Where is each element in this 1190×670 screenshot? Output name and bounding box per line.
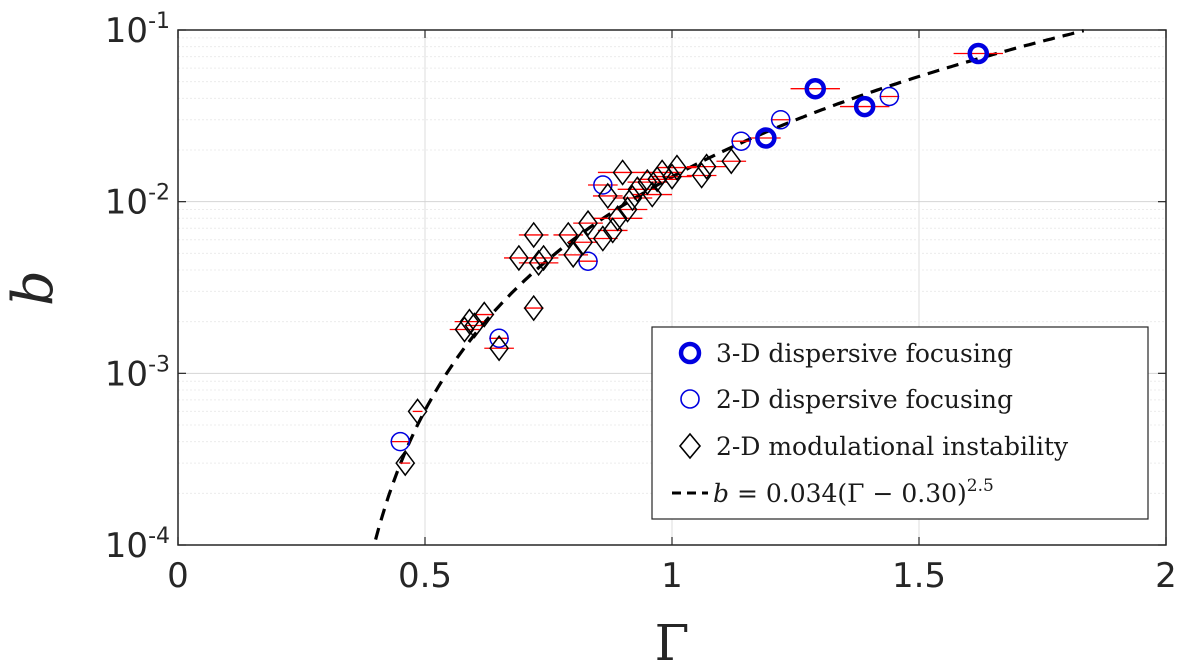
x-tick-label: 2 bbox=[1155, 556, 1177, 596]
circle-point bbox=[489, 328, 509, 349]
circle-point bbox=[879, 86, 900, 107]
series-3 bbox=[395, 147, 742, 477]
diamond-point bbox=[407, 398, 428, 425]
series-2 bbox=[390, 86, 900, 452]
legend-label-2d-focusing: 2-D dispersive focusing bbox=[716, 385, 1013, 414]
circle-point bbox=[770, 110, 791, 130]
fit-curve bbox=[374, 29, 1085, 541]
diamond-point bbox=[617, 196, 638, 223]
diamond-point bbox=[459, 308, 480, 335]
diamond-point bbox=[563, 241, 584, 269]
series-1 bbox=[755, 42, 990, 149]
circle-point bbox=[390, 431, 411, 452]
legend-box bbox=[651, 326, 1149, 520]
legend-label-2d-instability: 2-D modulational instability bbox=[716, 432, 1069, 461]
diamond-point bbox=[578, 209, 598, 237]
diamond-point bbox=[474, 301, 495, 328]
x-tick-label: 0.5 bbox=[398, 556, 452, 596]
legend: 3-D dispersive focusing 2-D dispersive f… bbox=[651, 326, 1149, 520]
legend-label-3d-focusing: 3-D dispersive focusing bbox=[716, 339, 1013, 368]
x-tick-label: 1 bbox=[661, 556, 683, 596]
thick-circle-point bbox=[804, 77, 827, 100]
x-tick-label: 0 bbox=[167, 556, 189, 596]
circle-point bbox=[578, 251, 598, 271]
thick-circle-point bbox=[967, 42, 990, 65]
legend-marker-3d-focusing bbox=[678, 341, 702, 365]
y-tick-label: 10-3 bbox=[105, 352, 170, 394]
y-tick-label: 10-4 bbox=[105, 524, 170, 566]
diamond-point bbox=[489, 334, 510, 362]
diamond-point bbox=[637, 168, 658, 196]
circle-point bbox=[731, 131, 751, 151]
diamond-point bbox=[558, 221, 579, 249]
diamond-point bbox=[691, 162, 712, 189]
diamond-point bbox=[622, 184, 643, 212]
x-axis-label: Γ bbox=[655, 614, 690, 670]
diamond-point bbox=[508, 244, 529, 272]
diamond-point bbox=[573, 229, 594, 256]
diamond-point bbox=[523, 294, 544, 322]
diamond-point bbox=[528, 249, 549, 277]
diamond-point bbox=[454, 316, 475, 343]
diamond-point bbox=[602, 217, 623, 244]
diamond-point bbox=[523, 221, 544, 249]
diamond-point bbox=[627, 176, 648, 203]
plot-area bbox=[374, 29, 1085, 541]
thick-circle-point bbox=[853, 95, 876, 118]
legend-label-fit: b = 0.034(Γ − 0.30)2.5 bbox=[713, 476, 994, 508]
x-tick-label: 1.5 bbox=[892, 556, 946, 596]
legend-marker-2d-instability bbox=[678, 432, 702, 460]
diamond-point bbox=[696, 153, 717, 180]
circle-point bbox=[593, 175, 613, 195]
diamond-point bbox=[662, 163, 682, 190]
y-tick-label: 10-2 bbox=[105, 181, 170, 223]
legend-marker-2d-focusing bbox=[680, 389, 700, 409]
diamond-point bbox=[612, 159, 633, 186]
diamond-point bbox=[607, 205, 628, 232]
diamond-point bbox=[395, 449, 416, 477]
diamond-point bbox=[592, 225, 613, 252]
diamond-point bbox=[533, 244, 554, 272]
diamond-point bbox=[597, 182, 618, 210]
thick-circle-point bbox=[755, 127, 777, 149]
y-tick-label: 10-1 bbox=[105, 9, 170, 51]
axis-ticks: 0 0.5 1 1.5 2 10-4 10-3 10-2 10-1 bbox=[105, 9, 1177, 596]
diamond-point bbox=[721, 147, 742, 175]
diamond-point bbox=[667, 154, 687, 181]
y-axis-label: b bbox=[1, 270, 66, 306]
